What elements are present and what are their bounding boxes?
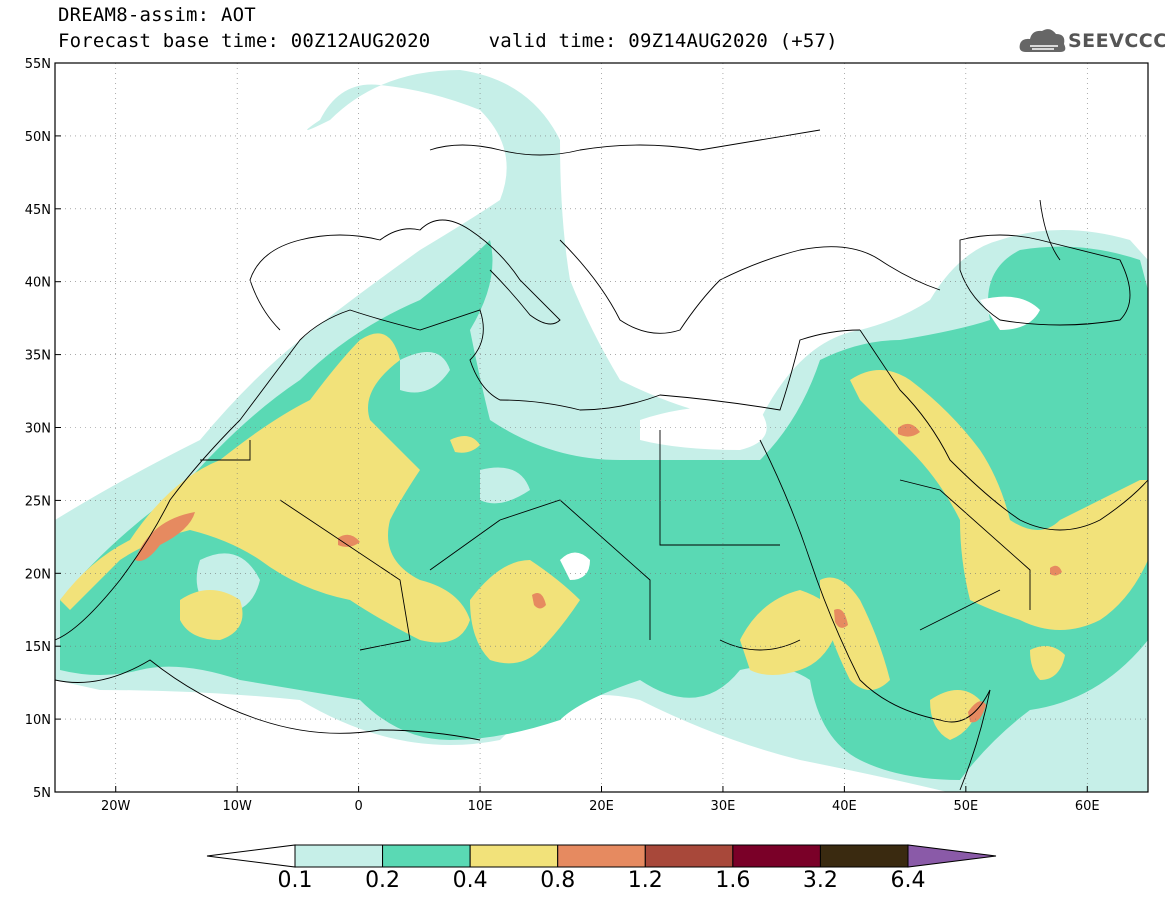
colorbar-segment xyxy=(732,844,821,868)
lat-tick-label: 55N xyxy=(25,57,51,72)
lat-tick-label: 40N xyxy=(25,276,51,291)
colorbar-level-label: 0.1 xyxy=(277,868,313,893)
lat-tick-label: 20N xyxy=(25,567,51,582)
lon-tick-label: 10W xyxy=(222,799,252,814)
lat-tick-label: 45N xyxy=(25,203,51,218)
lon-tick-label: 20E xyxy=(589,799,614,814)
contour-yellow-red-sea xyxy=(820,577,890,690)
colorbar-level-label: 6.4 xyxy=(890,868,926,893)
colorbar-level-label: 3.2 xyxy=(802,868,838,893)
lat-tick-label: 50N xyxy=(25,130,51,145)
map-title: DREAM8-assim: AOT xyxy=(58,4,256,26)
lon-tick-label: 40E xyxy=(832,799,857,814)
colorbar-level-label: 0.4 xyxy=(452,868,488,893)
lat-tick-label: 15N xyxy=(25,640,51,655)
colorbar-level-label: 1.6 xyxy=(715,868,751,893)
lon-tick-label: 30E xyxy=(711,799,736,814)
lon-tick-label: 20W xyxy=(101,799,131,814)
contour-yellow-sudan xyxy=(740,590,840,675)
logo-text: SEEVCCC xyxy=(1068,30,1165,52)
lat-tick-label: 35N xyxy=(25,349,51,364)
lon-tick-label: 10E xyxy=(468,799,493,814)
contour-orange-spot xyxy=(135,512,195,561)
lat-tick-label: 10N xyxy=(25,713,51,728)
aot-contours xyxy=(55,70,1148,792)
colorbar-high-arrow xyxy=(907,844,997,868)
colorbar-level-label: 1.2 xyxy=(627,868,663,893)
colorbar-segment xyxy=(382,844,471,868)
colorbar-low-arrow xyxy=(206,844,296,868)
contour-yellow-chad xyxy=(470,560,580,664)
colorbar-level-label: 0.2 xyxy=(365,868,401,893)
colorbar-segment xyxy=(557,844,646,868)
colorbar-segment xyxy=(469,844,559,868)
cloud-icon xyxy=(1019,29,1066,52)
lon-ticks: 20W 10W 0 10E 20E 30E 40E 50E 60E xyxy=(101,786,1100,814)
lat-ticks: 55N 50N 45N 40N 35N 30N 25N 20N 15N 10N 5N xyxy=(25,57,61,801)
lon-tick-label: 60E xyxy=(1075,799,1100,814)
colorbar-segment xyxy=(644,844,734,868)
colorbar-level-label: 0.8 xyxy=(540,868,576,893)
contour-yellow-arabia xyxy=(850,370,1148,630)
lat-tick-label: 25N xyxy=(25,494,51,509)
lon-tick-label: 0 xyxy=(354,799,362,814)
colorbar-segment xyxy=(294,844,384,868)
coastlines xyxy=(55,129,1148,791)
contour-yellow-west-sahara xyxy=(60,333,470,643)
forecast-time-line: Forecast base time: 00Z12AUG2020 valid t… xyxy=(58,30,838,52)
colorbar xyxy=(206,844,997,868)
colorbar-segment xyxy=(819,844,909,868)
lat-tick-label: 5N xyxy=(33,786,51,801)
lat-tick-label: 30N xyxy=(25,422,51,437)
lon-tick-label: 50E xyxy=(953,799,978,814)
